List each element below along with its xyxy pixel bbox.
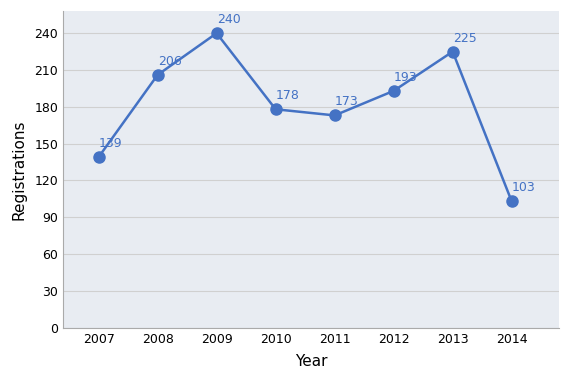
X-axis label: Year: Year [295, 354, 327, 369]
Text: 225: 225 [453, 32, 477, 45]
Text: 240: 240 [217, 13, 241, 26]
Text: 139: 139 [99, 137, 123, 150]
Y-axis label: Registrations: Registrations [11, 119, 26, 220]
Text: 206: 206 [158, 55, 181, 68]
Text: 193: 193 [394, 71, 417, 84]
Text: 103: 103 [512, 181, 535, 194]
Text: 178: 178 [276, 89, 300, 102]
Text: 173: 173 [335, 95, 359, 108]
